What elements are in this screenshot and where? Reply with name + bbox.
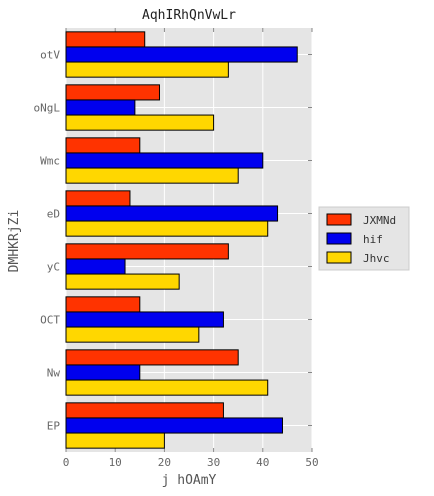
bars-group	[65, 31, 298, 449]
bar-JXMNd-OCT	[65, 296, 141, 313]
y-axis-label: DMHKRjZi	[7, 210, 22, 273]
bar-hif-oNgL	[65, 99, 136, 116]
y-tick-label: Nw	[47, 367, 61, 380]
bar-JXMNd-yC	[65, 243, 229, 260]
bar-Jhvc-oNgL	[65, 114, 215, 131]
bar-JXMNd-oNgL	[65, 84, 160, 101]
y-tick-label: yC	[47, 261, 60, 274]
x-axis-label: j hOAmY	[162, 473, 217, 488]
bar-Jhvc-EP	[65, 432, 165, 449]
x-tick-label: 0	[63, 456, 70, 469]
legend-swatch-hif	[326, 232, 352, 245]
bar-hif-Nw	[65, 364, 141, 381]
bar-JXMNd-eD	[65, 190, 131, 207]
y-tick-label: EP	[47, 420, 61, 433]
bar-hif-OCT	[65, 311, 224, 328]
bar-Jhvc-Wmc	[65, 167, 239, 184]
bar-JXMNd-otV	[65, 31, 146, 48]
y-tick-label: otV	[40, 49, 60, 62]
y-tick-labels: otV oNgL Wmc eD yC OCT Nw EP	[34, 49, 61, 433]
bar-hif-yC	[65, 258, 126, 275]
x-tick-label: 30	[207, 456, 220, 469]
legend-swatch-JXMNd	[326, 213, 352, 226]
bar-JXMNd-Nw	[65, 349, 239, 366]
x-tick-labels: 0 10 20 30 40 50	[63, 456, 319, 469]
bar-hif-eD	[65, 205, 279, 222]
legend-swatch-Jhvc	[326, 251, 352, 264]
bar-Jhvc-eD	[65, 220, 269, 237]
bar-JXMNd-EP	[65, 402, 224, 419]
x-tick-label: 10	[109, 456, 122, 469]
x-tick-label: 40	[256, 456, 269, 469]
legend-label-hif: hif	[363, 233, 383, 246]
legend-label-Jhvc: Jhvc	[363, 252, 390, 265]
bar-hif-otV	[65, 46, 298, 63]
legend: JXMNd hif Jhvc	[318, 206, 410, 271]
legend-label-JXMNd: JXMNd	[363, 214, 396, 227]
y-tick-label: OCT	[40, 314, 60, 327]
bar-hif-EP	[65, 417, 283, 434]
y-tick-label: oNgL	[34, 102, 61, 115]
y-tick-label: eD	[47, 208, 60, 221]
bar-hif-Wmc	[65, 152, 264, 169]
bar-Jhvc-OCT	[65, 326, 200, 343]
y-tick-label: Wmc	[40, 155, 60, 168]
x-tick-label: 20	[158, 456, 171, 469]
bar-JXMNd-Wmc	[65, 137, 141, 154]
bar-Jhvc-otV	[65, 61, 229, 78]
chart-title: AqhIRhQnVwLr	[142, 8, 236, 23]
bar-Jhvc-Nw	[65, 379, 269, 396]
x-tick-label: 50	[305, 456, 318, 469]
bar-Jhvc-yC	[65, 273, 180, 290]
